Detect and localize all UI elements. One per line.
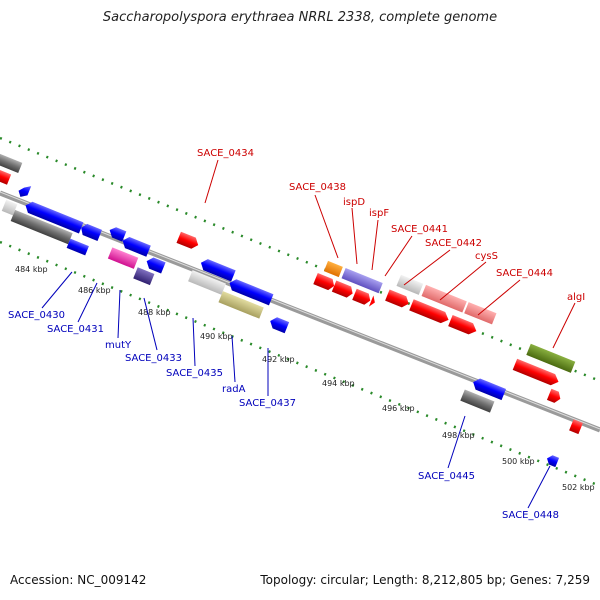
gene-label[interactable]: algI bbox=[567, 292, 585, 303]
axis-label-502: 502 kbp bbox=[562, 483, 595, 492]
axis-label-484: 484 kbp bbox=[15, 265, 48, 274]
gene-feature[interactable] bbox=[107, 225, 127, 242]
gene-feature[interactable] bbox=[512, 358, 561, 388]
forward-leaders bbox=[204, 159, 576, 349]
gene-label[interactable]: ispD bbox=[343, 197, 365, 208]
gene-label[interactable]: SACE_0444 bbox=[496, 268, 553, 279]
gene-feature[interactable] bbox=[409, 299, 451, 325]
gene-feature[interactable] bbox=[10, 209, 73, 245]
gene-feature[interactable] bbox=[17, 182, 32, 199]
gene-feature[interactable] bbox=[120, 235, 151, 257]
gene-feature[interactable] bbox=[448, 315, 478, 337]
gene-feature[interactable] bbox=[188, 270, 226, 295]
gene-feature[interactable] bbox=[471, 377, 507, 401]
gene-label[interactable]: SACE_0430 bbox=[8, 310, 65, 321]
gene-label[interactable]: SACE_0431 bbox=[47, 324, 104, 335]
gene-feature[interactable] bbox=[396, 274, 424, 295]
gene-feature[interactable] bbox=[218, 291, 264, 319]
gene-label[interactable]: SACE_0437 bbox=[239, 398, 296, 409]
gene-feature[interactable] bbox=[569, 419, 583, 435]
gene-label[interactable]: SACE_0438 bbox=[289, 182, 346, 193]
gene-feature[interactable] bbox=[545, 454, 560, 468]
gene-label[interactable]: SACE_0442 bbox=[425, 238, 482, 249]
gene-feature[interactable] bbox=[199, 257, 236, 282]
reverse-leaders bbox=[41, 271, 551, 509]
gene-feature[interactable] bbox=[546, 388, 563, 405]
gene-feature[interactable] bbox=[526, 343, 576, 373]
accession-text: Accession: NC_009142 bbox=[10, 573, 147, 587]
gene-feature[interactable] bbox=[331, 280, 355, 299]
gene-label[interactable]: cysS bbox=[475, 251, 498, 262]
forward-gene-labels: SACE_0434 SACE_0438 ispD ispF SACE_0441 … bbox=[197, 148, 585, 303]
reverse-genes bbox=[1, 182, 560, 468]
axis-labels: 484 kbp 486 kbp 488 kbp 490 kbp 492 kbp … bbox=[15, 265, 595, 492]
gene-feature[interactable] bbox=[323, 260, 343, 278]
gene-feature[interactable] bbox=[227, 277, 274, 306]
gene-label[interactable]: SACE_0434 bbox=[197, 148, 254, 159]
gene-feature[interactable] bbox=[107, 247, 139, 269]
tick-track-outer bbox=[0, 136, 600, 383]
gene-label[interactable]: SACE_0448 bbox=[502, 510, 559, 521]
gene-feature[interactable] bbox=[133, 267, 155, 286]
gene-label[interactable]: SACE_0445 bbox=[418, 471, 475, 482]
gene-feature[interactable] bbox=[0, 166, 12, 185]
genome-summary-text: Topology: circular; Length: 8,212,805 bp… bbox=[260, 573, 590, 587]
gene-feature[interactable] bbox=[313, 272, 336, 292]
gene-label[interactable]: SACE_0433 bbox=[125, 353, 182, 364]
axis-label-488: 488 kbp bbox=[138, 308, 171, 317]
gene-label[interactable]: SACE_0441 bbox=[391, 224, 448, 235]
gene-label[interactable]: SACE_0435 bbox=[166, 368, 223, 379]
gene-feature[interactable] bbox=[23, 200, 84, 234]
gene-feature[interactable] bbox=[268, 315, 290, 334]
gene-feature[interactable] bbox=[0, 152, 23, 174]
map-title: Saccharopolyspora erythraea NRRL 2338, c… bbox=[102, 10, 498, 25]
gene-feature[interactable] bbox=[144, 256, 166, 274]
axis-label-500: 500 kbp bbox=[502, 457, 535, 466]
axis-label-496: 496 kbp bbox=[382, 404, 415, 413]
gene-label[interactable]: radA bbox=[222, 384, 246, 395]
gene-feature[interactable] bbox=[421, 284, 467, 313]
forward-genes bbox=[0, 152, 583, 435]
reverse-gene-labels: SACE_0430 SACE_0431 mutY SACE_0433 SACE_… bbox=[8, 310, 559, 521]
gene-feature[interactable] bbox=[79, 222, 102, 241]
gene-label[interactable]: ispF bbox=[369, 208, 389, 219]
gene-feature[interactable] bbox=[341, 268, 383, 294]
gene-feature[interactable] bbox=[352, 288, 372, 306]
gene-feature[interactable] bbox=[176, 231, 200, 251]
axis-label-492: 492 kbp bbox=[262, 355, 295, 364]
gene-feature[interactable] bbox=[385, 289, 411, 310]
gene-feature[interactable] bbox=[460, 389, 495, 413]
gene-feature[interactable] bbox=[66, 238, 89, 256]
axis-label-494: 494 kbp bbox=[322, 379, 355, 388]
axis-label-490: 490 kbp bbox=[200, 332, 233, 341]
gene-feature[interactable] bbox=[1, 199, 18, 216]
gene-label[interactable]: mutY bbox=[105, 340, 132, 351]
gene-feature[interactable] bbox=[368, 295, 377, 308]
axis-label-486: 486 kbp bbox=[78, 286, 111, 295]
